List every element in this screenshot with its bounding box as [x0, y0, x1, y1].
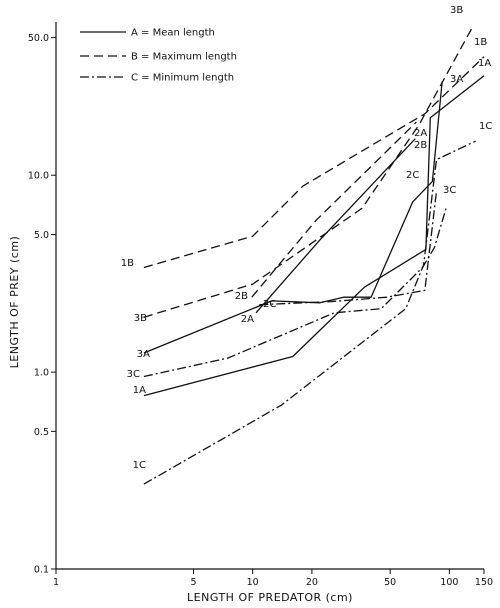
series-line-1b [143, 56, 485, 269]
y-tick-label: 0.5 [34, 427, 49, 438]
x-tick-label: 10 [247, 577, 259, 588]
curve-label-2b: 2B [235, 291, 248, 302]
curve-label-2b: 2B [414, 140, 427, 151]
series-line-1a [143, 75, 485, 397]
axes-frame [55, 22, 484, 570]
series-line-2a [255, 138, 416, 314]
curve-label-3a: 3A [137, 349, 150, 360]
x-tick-label: 5 [190, 577, 196, 588]
curve-label-1c: 1C [133, 460, 146, 471]
curve-label-1a: 1A [133, 385, 146, 396]
x-axis-title: LENGTH OF PREDATOR (cm) [187, 591, 353, 604]
series-line-3c [143, 205, 448, 378]
x-tick-label: 1 [53, 577, 59, 588]
legend: A = Mean length B = Maximum length C = Min… [80, 28, 237, 84]
y-tick-label: 10.0 [28, 171, 49, 182]
curve-label-3a: 3A [450, 74, 463, 85]
y-tick-label: 50.0 [28, 33, 49, 44]
curve-label-2c: 2C [406, 170, 419, 181]
y-axis-title: LENGTH OF PREY (cm) [8, 236, 21, 369]
curve-label-2c: 2C [263, 299, 276, 310]
series-line-3b [143, 24, 475, 318]
legend-label-c: C = Minimum length [131, 73, 234, 84]
y-tick-label: 1.0 [34, 368, 49, 379]
curve-label-2a: 2A [414, 128, 427, 139]
curve-label-2a: 2A [241, 314, 254, 325]
curve-label-1c: 1C [479, 121, 492, 132]
y-tick-label: 0.1 [34, 565, 49, 576]
curve-label-1b: 1B [474, 37, 487, 48]
legend-label-b: B = Maximum length [131, 52, 237, 63]
curve-label-3b: 3B [134, 313, 147, 324]
curve-label-1b: 1B [121, 258, 134, 269]
x-tick-label: 50 [384, 577, 396, 588]
y-tick-label: 5.0 [34, 230, 49, 241]
legend-label-a: A = Mean length [131, 28, 215, 39]
curve-label-3b: 3B [450, 5, 463, 16]
curve-label-1a: 1A [478, 58, 491, 69]
curve-label-3c: 3C [443, 185, 456, 196]
x-tick-label: 100 [440, 577, 458, 588]
x-tick-label: 150 [475, 577, 493, 588]
series-line-1c [143, 140, 476, 485]
series-line-2b [251, 121, 417, 298]
series-group [143, 24, 485, 485]
x-ticks: 1 5 10 20 50 100 150 [53, 569, 493, 588]
series-line-3a [143, 81, 443, 354]
curve-label-3c: 3C [127, 369, 140, 380]
y-ticks: 0.1 0.5 1.0 5.0 10.0 50.0 [28, 33, 56, 576]
x-tick-label: 20 [306, 577, 318, 588]
